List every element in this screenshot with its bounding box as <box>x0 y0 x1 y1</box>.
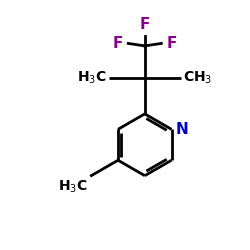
Text: H$_3$C: H$_3$C <box>77 70 107 86</box>
Text: H$_3$C: H$_3$C <box>58 179 88 195</box>
Text: CH$_3$: CH$_3$ <box>182 70 212 86</box>
Text: F: F <box>167 36 177 51</box>
Text: F: F <box>112 36 122 51</box>
Text: F: F <box>140 17 150 32</box>
Text: N: N <box>176 122 189 137</box>
